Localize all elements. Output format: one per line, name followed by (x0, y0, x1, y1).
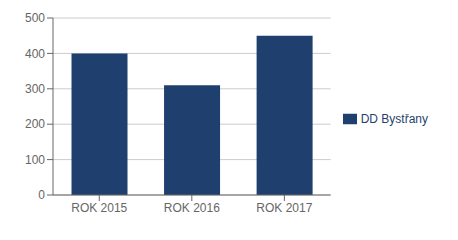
html-text:DD Bystřany: DD Bystřany (360, 111, 428, 126)
svg-text:300: 300 (25, 82, 45, 96)
svg-text:0: 0 (38, 188, 45, 202)
svg-text:100: 100 (25, 153, 45, 167)
svg-text:400: 400 (25, 47, 45, 61)
svg-text:ROK 2017: ROK 2017 (256, 201, 312, 215)
svg-text:500: 500 (25, 11, 45, 25)
svg-text:ROK 2015: ROK 2015 (71, 201, 127, 215)
svg-text:200: 200 (25, 117, 45, 131)
svg-text:ROK 2016: ROK 2016 (164, 201, 220, 215)
